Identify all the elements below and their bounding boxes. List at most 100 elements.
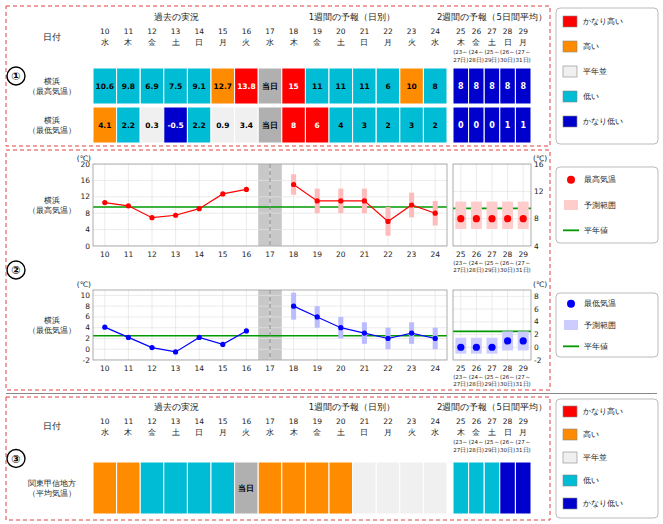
cell xyxy=(164,68,188,104)
weekday: 水 xyxy=(266,428,274,437)
x-tick-label: 14 xyxy=(194,250,204,259)
weekday: 木 xyxy=(290,38,298,47)
x-tick-label: 18 xyxy=(289,364,299,373)
cell-label: 3.4 xyxy=(240,121,253,130)
x-tick-label: 26 xyxy=(472,250,482,259)
point xyxy=(362,330,367,335)
period-start: (23～ xyxy=(453,260,468,266)
grid-line xyxy=(270,290,271,360)
legend-swatch xyxy=(563,475,577,486)
weekday: 水 xyxy=(431,428,439,437)
x-tick-label: 13 xyxy=(171,364,181,373)
cell xyxy=(282,68,306,104)
legend-label: かなり高い xyxy=(583,17,623,26)
weekday: 火 xyxy=(242,38,250,47)
cell xyxy=(140,68,164,104)
day-number: 26 xyxy=(472,27,482,36)
plot-area xyxy=(453,164,531,246)
cell-label: 12.7 xyxy=(214,82,233,91)
line xyxy=(294,185,436,222)
cell xyxy=(453,68,469,104)
section-badge xyxy=(7,261,25,279)
point xyxy=(457,344,464,351)
cell xyxy=(140,107,164,143)
cell-label: 4 xyxy=(338,121,343,130)
legend-swatch xyxy=(563,66,577,77)
grid-line xyxy=(270,164,271,246)
legend-symbol xyxy=(567,300,575,308)
day-number: 26 xyxy=(472,417,482,426)
error-bar xyxy=(386,328,391,350)
cell xyxy=(93,462,117,514)
point xyxy=(173,213,178,218)
day-number: 22 xyxy=(383,417,393,426)
plot-background xyxy=(93,164,447,246)
y-tick-label: 12 xyxy=(534,187,544,196)
legend-swatch xyxy=(563,452,577,463)
period-end: 27日) xyxy=(453,57,468,63)
day-number: 23 xyxy=(407,417,417,426)
cell-label: 6 xyxy=(385,82,390,91)
grid-line xyxy=(93,316,447,317)
cell-label: 8 xyxy=(474,82,480,91)
legend-label: かなり低い xyxy=(583,499,623,508)
weekday: 木 xyxy=(457,428,465,437)
day-number: 21 xyxy=(360,27,370,36)
x-tick-label: 15 xyxy=(218,364,228,373)
period-start: (24～ xyxy=(469,49,484,55)
legend-swatch xyxy=(563,116,577,127)
period-start: (23～ xyxy=(453,49,468,55)
date-label: 日付 xyxy=(43,32,61,42)
cell xyxy=(187,68,211,104)
row-title: 横浜（最高気温） xyxy=(28,196,76,215)
period-end: 28日) xyxy=(469,381,484,387)
cell xyxy=(235,68,259,104)
cell xyxy=(500,462,516,514)
cell xyxy=(376,107,400,143)
cell xyxy=(469,68,485,104)
cell xyxy=(423,68,447,104)
x-tick-label: 15 xyxy=(218,250,228,259)
day-number: 11 xyxy=(124,417,134,426)
cell-label: 1 xyxy=(505,121,511,130)
y-tick-label: 16 xyxy=(80,176,90,185)
x-tick-label: 12 xyxy=(147,364,157,373)
period-start: (24～ xyxy=(469,260,484,266)
x-tick-label: 20 xyxy=(336,250,346,259)
cell-label: 2 xyxy=(433,121,438,130)
weekday: 金 xyxy=(148,38,156,47)
day-number: 18 xyxy=(289,417,299,426)
today-band xyxy=(258,164,282,246)
cell xyxy=(329,107,353,143)
error-bar xyxy=(315,306,320,328)
range-bar xyxy=(471,202,482,229)
cell xyxy=(305,462,329,514)
legend-box xyxy=(556,399,658,518)
weekday: 木 xyxy=(124,428,132,437)
row-label: 横浜（最低気温） xyxy=(28,116,76,135)
x-tick-label: 20 xyxy=(336,364,346,373)
cell-label: 11 xyxy=(359,82,369,91)
cell xyxy=(282,462,306,514)
weekday: 水 xyxy=(101,38,109,47)
legend-symbol xyxy=(564,200,578,210)
period-end: 28日) xyxy=(469,447,484,453)
error-bar xyxy=(433,328,438,350)
x-tick-label: 25 xyxy=(456,250,466,259)
weekday: 木 xyxy=(457,38,465,47)
legend-label: 予測範囲 xyxy=(584,321,616,330)
cell xyxy=(484,107,500,143)
legend-symbol xyxy=(567,176,575,184)
section-header: 2週間の予報（5日間平均） xyxy=(437,12,547,22)
period-end: 28日) xyxy=(469,267,484,273)
cell xyxy=(423,107,447,143)
y-axis-label: (℃) xyxy=(77,280,91,289)
cell-label: 2.2 xyxy=(193,121,206,130)
grid-line xyxy=(175,164,176,246)
legend-label: 平年並 xyxy=(583,453,607,462)
error-bar xyxy=(338,317,343,339)
point xyxy=(385,219,390,224)
period-end: 30日) xyxy=(500,57,515,63)
grid-line xyxy=(93,295,447,296)
period-end: 29日) xyxy=(484,381,499,387)
